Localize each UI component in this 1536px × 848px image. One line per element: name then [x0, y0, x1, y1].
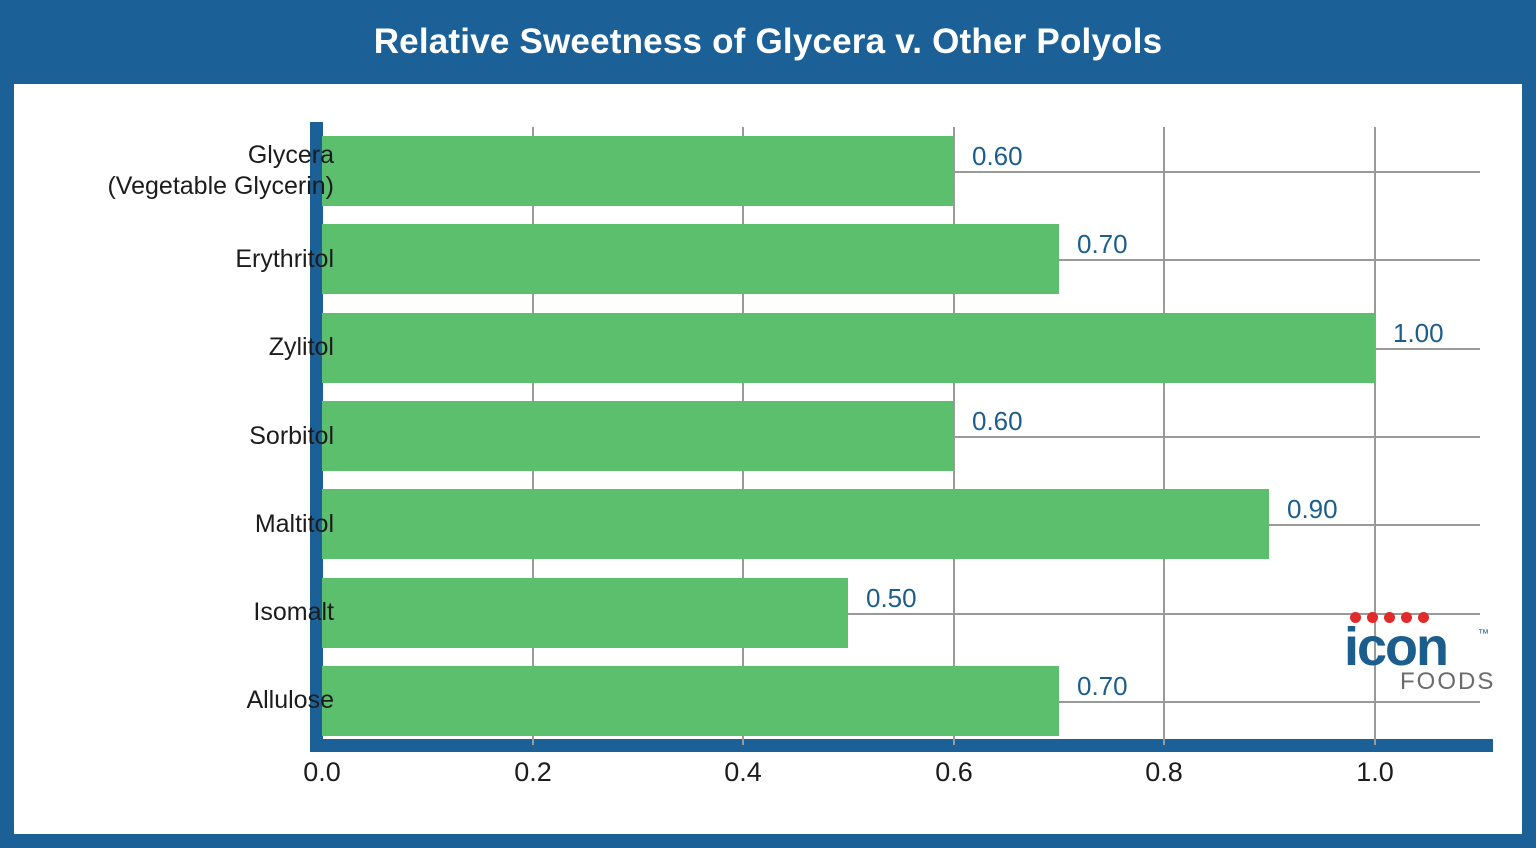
- y-axis-category-label: Zylitol: [0, 332, 334, 363]
- bar[interactable]: [322, 224, 1059, 294]
- icon-foods-logo: icon ™ FOODS: [1344, 612, 1496, 696]
- logo-dot-icon: [1350, 612, 1361, 623]
- logo-dot-icon: [1401, 612, 1412, 623]
- plot-area: [322, 127, 1480, 745]
- bar[interactable]: [322, 401, 954, 471]
- y-axis-category-line: Maltitol: [254, 510, 334, 538]
- bar[interactable]: [322, 313, 1375, 383]
- logo-dots: [1350, 612, 1429, 623]
- logo-dot-icon: [1367, 612, 1378, 623]
- x-axis-tick-label: 0.2: [514, 757, 552, 787]
- logo-trademark-icon: ™: [1478, 628, 1489, 640]
- page-title: Relative Sweetness of Glycera v. Other P…: [373, 22, 1163, 61]
- bar[interactable]: [322, 136, 954, 206]
- y-axis-category-label: Glycera (Vegetable Glycerin): [0, 140, 334, 202]
- y-axis-category-line: Erythritol: [235, 245, 334, 273]
- bar[interactable]: [322, 666, 1059, 736]
- y-axis-category-label: Isomalt: [0, 597, 334, 628]
- bar[interactable]: [322, 578, 848, 648]
- logo-dot-icon: [1418, 612, 1429, 623]
- y-axis-category-label: Sorbitol: [0, 421, 334, 452]
- y-axis-category-line: Sorbitol: [249, 422, 334, 450]
- y-axis-category-label: Allulose: [0, 685, 334, 716]
- y-axis-category-line: (Vegetable Glycerin): [107, 172, 334, 200]
- x-axis-tick-label: 0.0: [303, 757, 341, 787]
- bar-value-label: 0.50: [866, 583, 917, 613]
- y-axis-line: [310, 122, 323, 752]
- y-axis-category-line: Allulose: [246, 686, 334, 714]
- bar-value-label: 1.00: [1393, 318, 1444, 348]
- y-axis-category-line: Zylitol: [268, 333, 334, 361]
- bar-value-label: 0.70: [1077, 229, 1128, 259]
- title-band: Relative Sweetness of Glycera v. Other P…: [0, 0, 1536, 84]
- logo-wordmark: icon: [1344, 617, 1449, 677]
- x-axis-tick-label: 1.0: [1356, 757, 1394, 787]
- logo-subtitle: FOODS: [1400, 668, 1496, 695]
- x-axis-tick-label: 0.8: [1145, 757, 1183, 787]
- x-axis-tick-label: 0.4: [724, 757, 762, 787]
- logo-dot-icon: [1384, 612, 1395, 623]
- bar-value-label: 0.60: [972, 141, 1023, 171]
- y-axis-category-line: Isomalt: [253, 598, 334, 626]
- bar-value-label: 0.60: [972, 406, 1023, 436]
- bar-value-label: 0.90: [1287, 494, 1338, 524]
- bar-value-label: 0.70: [1077, 671, 1128, 701]
- y-axis-category-line: Glycera: [247, 141, 334, 169]
- x-axis-line: [310, 739, 1493, 752]
- y-axis-category-label: Maltitol: [0, 509, 334, 540]
- bar[interactable]: [322, 489, 1269, 559]
- x-axis-tick-label: 0.6: [935, 757, 973, 787]
- gridline-horizontal: [322, 613, 1480, 615]
- y-axis-category-label: Erythritol: [0, 244, 334, 275]
